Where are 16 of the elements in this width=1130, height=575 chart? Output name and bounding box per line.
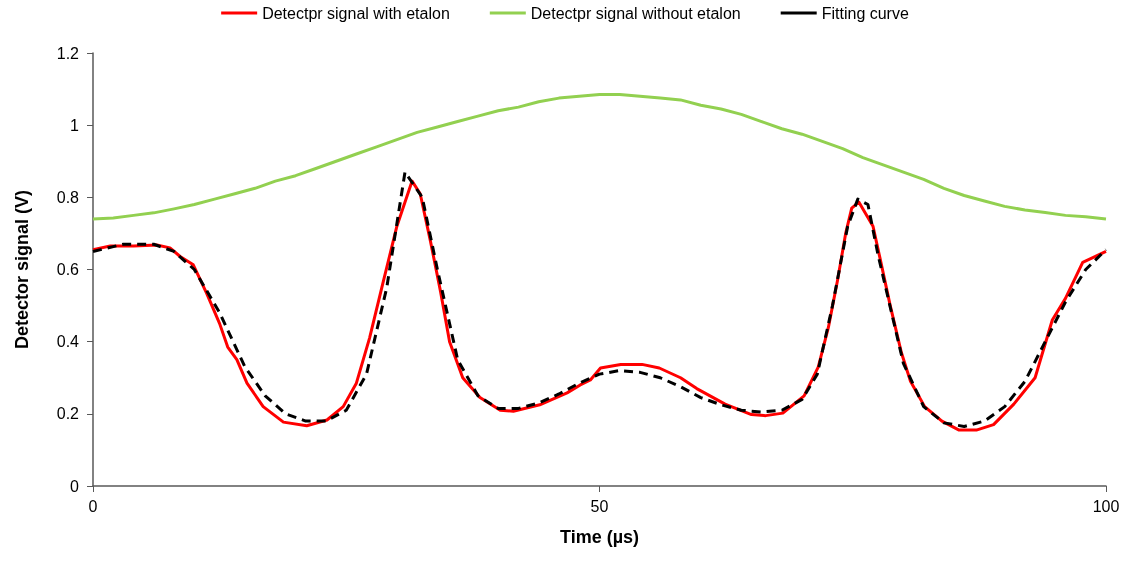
y-tick-label: 0 <box>70 477 80 495</box>
x-tick-label: 50 <box>590 497 609 515</box>
y-tick-label: 1.2 <box>56 44 80 62</box>
x-tick-label: 100 <box>1092 497 1120 515</box>
y-tick-label: 1 <box>70 116 80 134</box>
y-tick-label: 0.6 <box>56 261 80 278</box>
x-tick-label: 0 <box>88 497 98 515</box>
y-tick-label: 0.2 <box>56 405 80 423</box>
legend-label: Fitting curve <box>821 4 909 22</box>
legend-label: Detectpr signal with etalon <box>262 4 450 22</box>
y-axis-title: Detector signal (V) <box>12 189 32 350</box>
x-axis-title: Time (µs) <box>559 527 640 547</box>
legend-label: Detectpr signal without etalon <box>530 4 741 22</box>
y-tick-label: 0.8 <box>56 188 80 206</box>
y-tick-label: 0.4 <box>56 333 80 351</box>
line-series <box>91 93 1108 221</box>
